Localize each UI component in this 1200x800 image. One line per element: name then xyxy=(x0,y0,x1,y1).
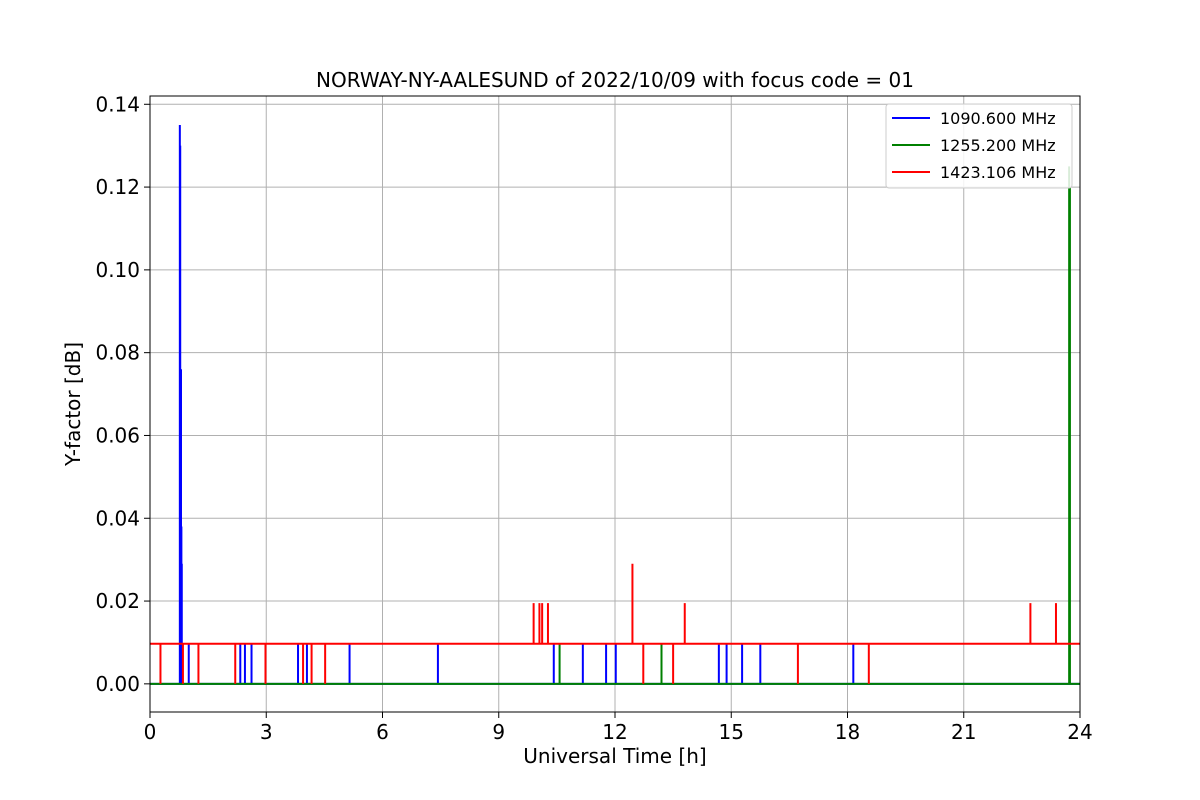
x-tick-label: 9 xyxy=(492,720,505,744)
legend-label: 1090.600 MHz xyxy=(940,109,1056,128)
y-axis: 0.00 0.02 0.04 0.06 0.08 0.10 0.12 0.14 xyxy=(95,92,150,696)
y-tick-label: 0.10 xyxy=(95,258,140,282)
x-tick-label: 3 xyxy=(260,720,273,744)
x-axis-label: Universal Time [h] xyxy=(523,744,706,768)
x-tick-label: 24 xyxy=(1067,720,1092,744)
y-axis-label: Y-factor [dB] xyxy=(61,342,85,467)
y-tick-label: 0.02 xyxy=(95,589,140,613)
legend-box xyxy=(885,103,1073,189)
series-1 xyxy=(150,166,1080,685)
x-tick-label: 21 xyxy=(951,720,976,744)
series-group xyxy=(150,124,1080,685)
x-axis: 0 3 6 9 12 15 18 21 24 xyxy=(144,712,1093,744)
x-tick-label: 6 xyxy=(376,720,389,744)
x-tick-label: 12 xyxy=(602,720,627,744)
x-tick-label: 0 xyxy=(144,720,157,744)
y-tick-label: 0.04 xyxy=(95,506,140,530)
x-tick-label: 18 xyxy=(835,720,860,744)
series-2 xyxy=(150,563,1080,684)
y-tick-label: 0.08 xyxy=(95,341,140,365)
legend: 1090.600 MHz 1255.200 MHz 1423.106 MHz xyxy=(885,103,1073,189)
legend-label: 1255.200 MHz xyxy=(940,136,1056,155)
y-tick-label: 0.06 xyxy=(95,423,140,447)
y-tick-label: 0.12 xyxy=(95,175,140,199)
x-tick-label: 15 xyxy=(719,720,744,744)
chart-title: NORWAY-NY-AALESUND of 2022/10/09 with fo… xyxy=(316,68,914,92)
y-tick-label: 0.14 xyxy=(95,92,140,116)
y-tick-label: 0.00 xyxy=(95,672,140,696)
legend-label: 1423.106 MHz xyxy=(940,163,1056,182)
